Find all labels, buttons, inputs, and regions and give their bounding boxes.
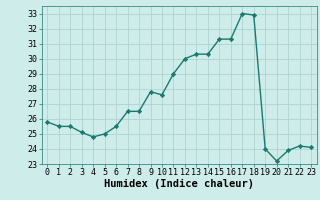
X-axis label: Humidex (Indice chaleur): Humidex (Indice chaleur) [104, 179, 254, 189]
